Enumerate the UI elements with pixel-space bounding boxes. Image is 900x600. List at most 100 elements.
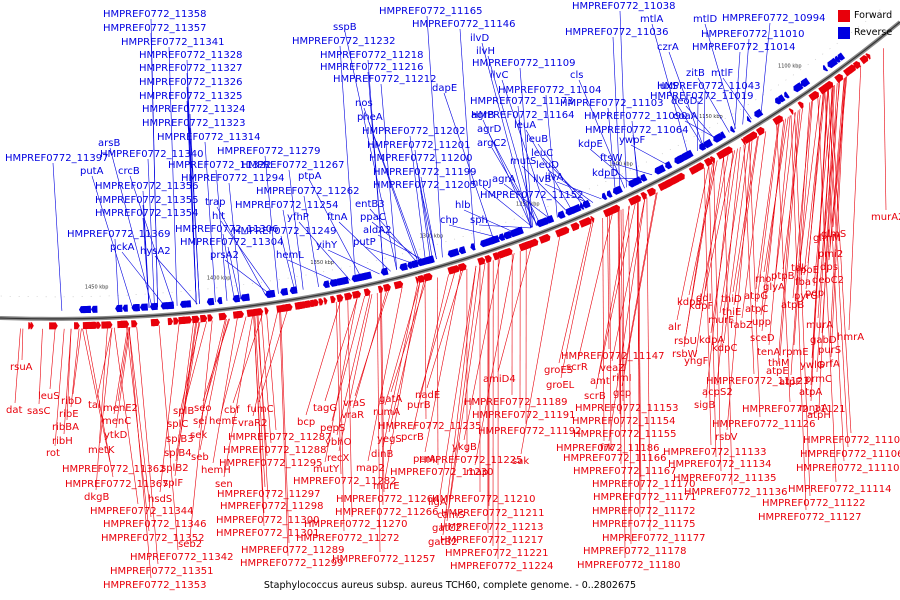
reverse-gene-arrow (674, 155, 683, 165)
forward-gene-connector (824, 91, 845, 462)
reverse-gene-label: arsB (98, 138, 120, 149)
reverse-gene-arrow (800, 77, 811, 88)
forward-gene-label: dinB (371, 449, 393, 460)
forward-gene-label: splB4 (164, 448, 192, 459)
reverse-gene-connector (222, 233, 235, 301)
forward-gene-arrow (90, 321, 97, 329)
reverse-gene-connector (603, 177, 645, 179)
forward-gene-label: rsbV (715, 432, 738, 443)
forward-gene-label: HMPREF0772_11225 (419, 455, 522, 466)
forward-gene-connector (384, 282, 421, 406)
axis-tick-label: 1200 kbp (609, 162, 633, 168)
reverse-gene-label: aldA2 (363, 225, 391, 236)
forward-gene-label: pepS (320, 423, 345, 434)
legend-reverse: Reverse (838, 24, 892, 41)
forward-gene-label: scrB (584, 391, 606, 402)
reverse-gene-label: HMPREF0772_11216 (320, 62, 423, 73)
forward-gene-connector (85, 328, 114, 478)
forward-gene-label: murE (373, 481, 400, 492)
forward-gene-connector (813, 86, 834, 287)
reverse-gene-label: sspB (333, 22, 357, 33)
forward-gene-connector (726, 139, 753, 431)
forward-gene-label: upp (752, 317, 771, 328)
forward-gene-label: yegS (377, 434, 402, 445)
forward-gene-arrow (377, 285, 384, 293)
forward-gene-arrow (49, 322, 58, 330)
forward-gene-arrow (310, 299, 316, 308)
reverse-gene-connector (544, 183, 591, 205)
reverse-gene-connector (186, 100, 197, 305)
forward-gene-label: sen (215, 479, 233, 490)
reverse-gene-label: HMPREF0772_11103 (560, 98, 663, 109)
forward-gene-arrow (101, 321, 107, 329)
legend-forward-label: Forward (854, 10, 893, 21)
reverse-gene-arrow (217, 297, 223, 305)
forward-gene-label: HMPREF0772_11300 (216, 515, 319, 526)
reverse-swatch (838, 26, 850, 39)
forward-gene-label: acpS2 (702, 387, 733, 398)
forward-gene-label: kdpC (712, 343, 737, 354)
reverse-gene-label: ywpF (619, 135, 645, 146)
reverse-gene-label: leuC (531, 148, 553, 159)
reverse-gene-connector (443, 92, 495, 242)
reverse-gene-connector (521, 165, 569, 214)
forward-gene-arrow (709, 156, 715, 164)
forward-gene-arrow (30, 322, 34, 330)
reverse-gene-label: HMPREF0772_11279 (217, 146, 320, 157)
reverse-gene-arrow (470, 243, 475, 251)
forward-gene-label: HMPREF0772_11136 (684, 487, 787, 498)
forward-gene-connector (390, 280, 427, 393)
forward-gene-arrow (344, 292, 353, 301)
forward-gene-connector (72, 328, 82, 395)
reverse-gene-arrow (572, 203, 582, 213)
forward-gene-connector (305, 300, 341, 416)
forward-gene-label: HMPREF0772_11133 (663, 447, 766, 458)
forward-gene-connector (708, 165, 717, 458)
reverse-gene-arrow (569, 206, 576, 214)
reverse-gene-label: dapE (432, 83, 457, 94)
reverse-gene-arrow (834, 55, 841, 63)
reverse-gene-label: chp (440, 215, 458, 226)
reverse-gene-arrow (458, 246, 467, 255)
reverse-gene-connector (121, 251, 166, 307)
reverse-gene-label: luxS (657, 81, 678, 92)
forward-gene-label: sek (190, 430, 207, 441)
reverse-gene-connector (545, 94, 558, 218)
forward-gene-connector (380, 292, 384, 506)
reverse-gene-arrow (778, 94, 786, 103)
forward-gene-label: rho (755, 274, 771, 285)
forward-gene-label: HMPREF0772_11264 (336, 494, 439, 505)
forward-gene-arrow (821, 83, 830, 93)
reverse-gene-connector (369, 208, 419, 265)
reverse-gene-arrow (329, 278, 338, 287)
forward-gene-arrow (105, 321, 113, 329)
forward-gene-label: cbf (224, 405, 240, 416)
forward-gene-connector (824, 81, 841, 232)
forward-gene-connector (82, 328, 111, 463)
forward-gene-connector (755, 123, 779, 290)
reverse-gene-connector (420, 189, 437, 260)
forward-gene-label: atpG (744, 291, 768, 302)
forward-gene-arrow (492, 252, 499, 261)
forward-gene-connector (189, 320, 213, 538)
forward-gene-label: splC (167, 419, 188, 430)
reverse-gene-connector (547, 169, 594, 203)
forward-gene-label: rot (46, 448, 60, 459)
forward-gene-connector (828, 89, 849, 448)
reverse-gene-connector (478, 224, 531, 229)
forward-gene-connector (883, 48, 887, 211)
forward-gene-label: HMPREF0772_11282 (293, 476, 396, 487)
forward-gene-label: rsuA (10, 362, 33, 373)
reverse-gene-label: HMPREF0772_11341 (121, 37, 224, 48)
forward-gene-label: amt (590, 376, 610, 387)
reverse-gene-arrow (557, 210, 566, 219)
reverse-gene-connector (224, 259, 272, 296)
forward-gene-arrow (834, 73, 844, 83)
forward-gene-arrow (85, 321, 92, 329)
forward-gene-label: recX (327, 453, 350, 464)
forward-gene-connector (202, 318, 230, 402)
reverse-gene-connector (537, 143, 584, 207)
forward-gene-connector (618, 210, 622, 465)
forward-gene-arrow (582, 217, 592, 226)
forward-gene-connector (810, 90, 828, 402)
